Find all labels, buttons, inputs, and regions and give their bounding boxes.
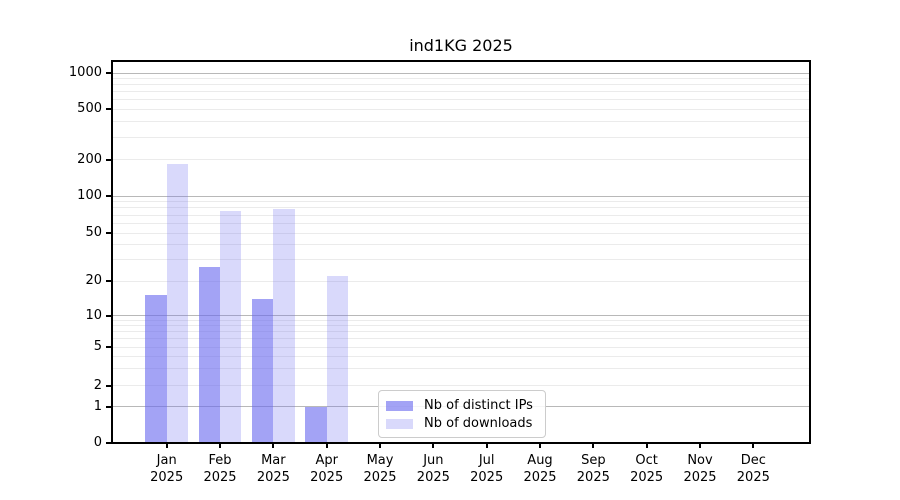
y-tick-mark (106, 72, 111, 75)
y-tick-mark (106, 280, 111, 282)
x-tick-mark (539, 443, 541, 448)
bar-downloads-jan (166, 164, 188, 443)
x-tick-label: Jul 2025 (470, 453, 504, 485)
gridline-minor (112, 346, 810, 348)
gridline-minor (112, 91, 810, 93)
y-tick-mark (106, 346, 111, 349)
x-tick-mark (379, 443, 382, 448)
gridline-minor (112, 78, 810, 80)
y-tick-label: 100 (77, 188, 102, 203)
y-tick-mark (106, 405, 111, 408)
y-tick-label: 1000 (68, 65, 102, 81)
gridline-major (112, 315, 810, 316)
x-tick-mark (219, 443, 222, 448)
plot-border-top (111, 60, 811, 62)
y-tick-mark (106, 195, 111, 197)
legend-label: Nb of downloads (424, 416, 533, 431)
x-tick-label: Feb 2025 (203, 453, 237, 485)
gridline-minor (112, 99, 810, 101)
y-tick-label: 50 (85, 225, 102, 240)
x-tick-label: Apr 2025 (310, 453, 344, 485)
x-tick-mark (165, 443, 168, 448)
x-tick-label: Jun 2025 (416, 453, 450, 485)
x-tick-mark (325, 443, 328, 448)
y-tick-mark (106, 158, 111, 161)
gridline-minor (112, 259, 810, 261)
gridline-minor (112, 214, 810, 216)
gridline-major (112, 72, 810, 74)
gridline-minor (112, 338, 810, 340)
bar-downloads-feb (220, 210, 242, 443)
gridline-minor (112, 120, 810, 122)
gridline-minor (112, 385, 810, 387)
x-tick-label: Nov 2025 (683, 453, 717, 485)
gridline-minor (112, 207, 810, 209)
gridline-minor (112, 244, 810, 246)
y-tick-label: 20 (85, 273, 102, 288)
x-tick-label: May 2025 (363, 453, 397, 485)
gridline-minor (112, 368, 810, 370)
bar-downloads-apr (326, 276, 348, 443)
bar-distinct-ips-apr (305, 406, 327, 443)
x-tick-mark (592, 443, 595, 448)
legend-label: Nb of distinct IPs (424, 398, 533, 413)
x-tick-label: Mar 2025 (256, 453, 290, 485)
x-tick-mark (432, 443, 435, 448)
gridline-minor (112, 108, 810, 110)
gridline-minor (112, 331, 810, 333)
bar-distinct-ips-jan (145, 295, 167, 443)
x-tick-label: Aug 2025 (523, 453, 557, 485)
legend-item: Nb of distinct IPs (386, 397, 537, 414)
y-tick-label: 1 (93, 398, 102, 414)
legend-swatch-distinct-ips (386, 400, 413, 411)
bar-distinct-ips-feb (198, 267, 221, 443)
gridline-minor (112, 159, 810, 160)
y-tick-mark (106, 384, 111, 387)
x-tick-label: Jan 2025 (150, 453, 184, 485)
plot-border-right (809, 60, 811, 444)
y-tick-label: 500 (77, 101, 102, 116)
gridline-minor (112, 356, 810, 358)
y-tick-label: 10 (85, 307, 102, 323)
y-tick-label: 2 (93, 377, 102, 393)
gridline-minor (112, 319, 810, 321)
bar-downloads-mar (273, 208, 295, 443)
legend-swatch-downloads (386, 418, 413, 429)
legend-item: Nb of downloads (386, 415, 537, 432)
x-tick-mark (645, 443, 648, 448)
y-tick-mark (106, 442, 111, 444)
y-tick-mark (106, 108, 111, 110)
legend: Nb of distinct IPs Nb of downloads (378, 390, 546, 438)
gridline-minor (112, 325, 810, 327)
gridline-minor (112, 84, 810, 86)
x-tick-label: Dec 2025 (736, 453, 770, 485)
gridline-minor (112, 222, 810, 224)
y-tick-label: 0 (93, 435, 102, 450)
y-tick-mark (106, 232, 111, 234)
chart-title: ind1KG 2025 (409, 36, 513, 55)
x-tick-label: Oct 2025 (630, 453, 664, 485)
x-tick-mark (699, 443, 701, 448)
y-tick-label: 5 (93, 339, 102, 355)
x-tick-mark (752, 443, 755, 448)
x-tick-mark (272, 443, 275, 448)
x-tick-mark (485, 443, 488, 448)
gridline-minor (112, 280, 810, 282)
y-tick-mark (106, 314, 111, 317)
gridline-major (112, 195, 810, 197)
gridline-minor (112, 232, 810, 234)
x-tick-label: Sep 2025 (576, 453, 610, 485)
gridline-minor (112, 136, 810, 138)
plot-border-bottom (111, 442, 811, 444)
plot-border-left (111, 60, 113, 444)
y-tick-label: 200 (77, 151, 102, 167)
bar-distinct-ips-mar (252, 298, 274, 443)
gridline-minor (112, 201, 810, 203)
